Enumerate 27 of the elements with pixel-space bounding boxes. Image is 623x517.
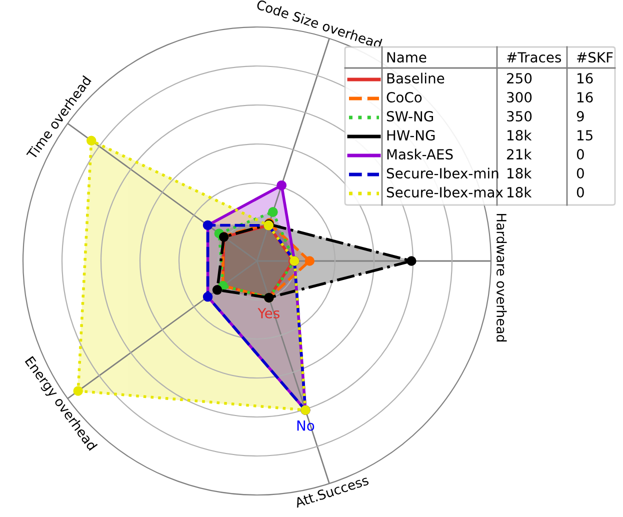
text: 0 — [576, 149, 584, 160]
legend-label: Secure-Ibex-max — [386, 186, 504, 198]
text: Yes — [258, 308, 280, 318]
legend-label: CoCo — [386, 92, 422, 103]
text: 16 — [578, 92, 593, 103]
text: 21k — [507, 148, 532, 160]
text: 0 — [576, 187, 584, 198]
text: Name — [387, 52, 426, 63]
legend-label: Mask-AES — [387, 148, 453, 160]
text: #Traces — [507, 52, 562, 63]
legend-label: Baseline — [387, 72, 444, 84]
spoke-label: Hardware overhead — [496, 214, 507, 342]
text: 0 — [576, 168, 584, 179]
text: 300 — [507, 92, 532, 103]
text: 250 — [507, 73, 532, 84]
text: 18k — [508, 186, 532, 198]
text: 9 — [576, 111, 584, 122]
text: No — [297, 420, 314, 431]
legend-label: Secure-Ibex-min — [386, 168, 498, 179]
legend-label: SW-NG — [386, 111, 434, 122]
text: 18k — [508, 168, 532, 179]
text: 350 — [507, 111, 532, 122]
text: #SKF — [577, 52, 613, 63]
text: 15 — [578, 130, 592, 141]
text: 16 — [578, 73, 593, 84]
legend-label: HW-NG — [387, 130, 435, 141]
text: 18k — [508, 130, 532, 141]
